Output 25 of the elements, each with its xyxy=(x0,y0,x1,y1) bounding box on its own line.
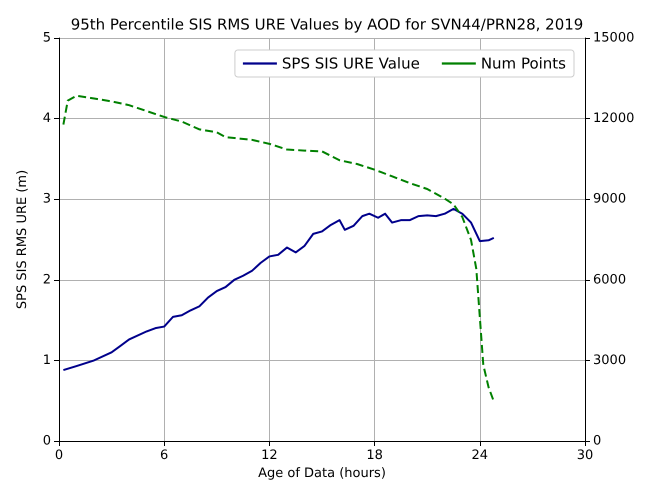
y2-tick-label: 0 xyxy=(593,434,602,448)
y-tick-label: 2 xyxy=(42,272,51,288)
y-tick-label: 4 xyxy=(42,111,51,126)
x-axis-title: Age of Data (hours) xyxy=(258,466,386,481)
y2-tick-label: 15000 xyxy=(593,30,634,46)
y-tick-label: 0 xyxy=(42,434,51,448)
x-tick-label: 12 xyxy=(261,448,278,463)
y2-tick-label: 6000 xyxy=(593,272,626,288)
y-tick-label: 5 xyxy=(42,30,51,46)
y2-tick-label: 9000 xyxy=(593,192,626,207)
legend-label: Num Points xyxy=(480,54,566,72)
legend-label: SPS SIS URE Value xyxy=(282,54,420,72)
x-tick-label: 24 xyxy=(472,448,488,463)
y2-tick-label: 12000 xyxy=(593,111,634,126)
y-tick-label: 1 xyxy=(42,352,51,368)
x-tick-label: 18 xyxy=(366,448,383,463)
y2-tick-label: 3000 xyxy=(593,352,626,368)
x-tick-label: 0 xyxy=(54,448,64,463)
line-series xyxy=(62,94,495,403)
line-series xyxy=(62,208,495,372)
y-axis-title: SPS SIS RMS URE (m) xyxy=(15,170,30,310)
x-tick-label: 30 xyxy=(576,448,594,463)
chart-title: 95th Percentile SIS RMS URE Values by AOD for SVN44/PRN28, 2019 xyxy=(70,16,584,34)
y-tick-label: 3 xyxy=(42,192,51,207)
x-tick-label: 6 xyxy=(160,448,168,463)
